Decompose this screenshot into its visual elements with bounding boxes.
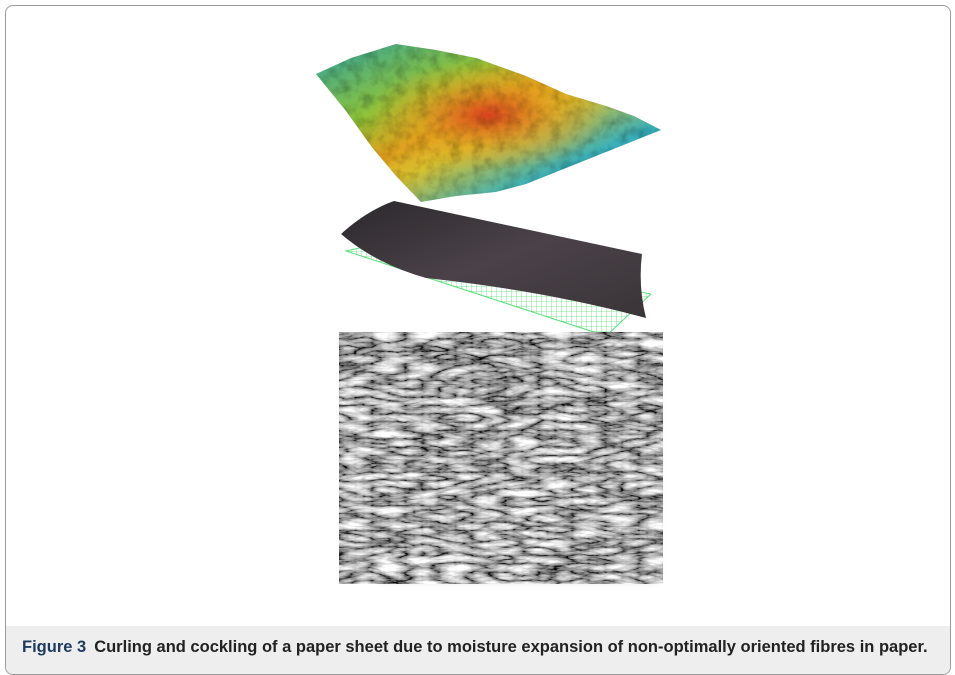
figure-label: Figure 3 [22, 638, 86, 656]
caption-text: Curling and cockling of a paper sheet du… [94, 638, 927, 656]
figure-frame: Figure 3 Curling and cockling of a paper … [5, 5, 951, 675]
figure-image [6, 6, 951, 626]
